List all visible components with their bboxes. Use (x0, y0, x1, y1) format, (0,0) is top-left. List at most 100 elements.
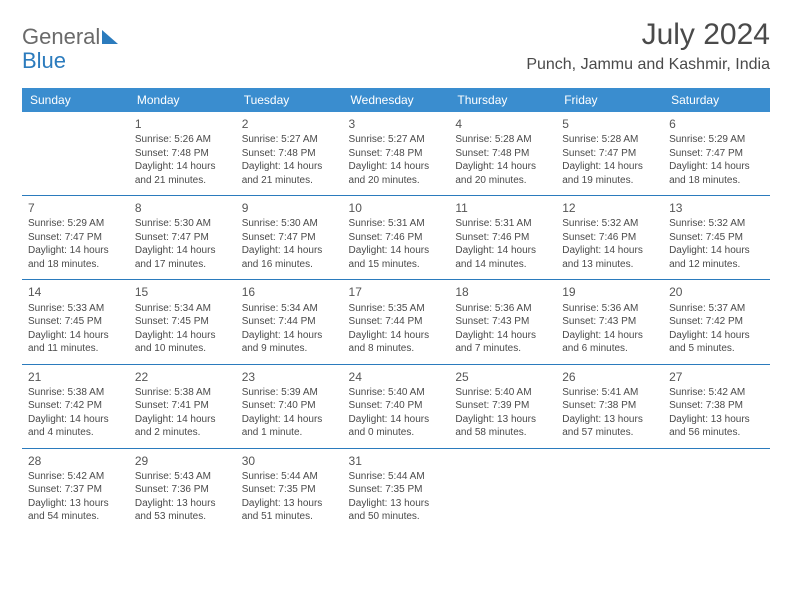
daylight-text-2: and 19 minutes. (562, 174, 657, 188)
brand-part1: General (22, 24, 100, 50)
day-number: 27 (669, 369, 764, 385)
calendar-day-cell (449, 448, 556, 532)
daylight-text: Daylight: 14 hours (135, 244, 230, 258)
daylight-text: Daylight: 14 hours (669, 244, 764, 258)
daylight-text-2: and 51 minutes. (242, 510, 337, 524)
month-title: July 2024 (526, 18, 770, 52)
sunset-text: Sunset: 7:35 PM (349, 483, 444, 497)
sunrise-text: Sunrise: 5:27 AM (242, 133, 337, 147)
daylight-text-2: and 16 minutes. (242, 258, 337, 272)
sunset-text: Sunset: 7:36 PM (135, 483, 230, 497)
day-number: 8 (135, 200, 230, 216)
sunset-text: Sunset: 7:45 PM (135, 315, 230, 329)
daylight-text-2: and 0 minutes. (349, 426, 444, 440)
sunset-text: Sunset: 7:43 PM (562, 315, 657, 329)
sunrise-text: Sunrise: 5:36 AM (562, 302, 657, 316)
calendar-day-cell: 9Sunrise: 5:30 AMSunset: 7:47 PMDaylight… (236, 196, 343, 280)
calendar-day-cell: 5Sunrise: 5:28 AMSunset: 7:47 PMDaylight… (556, 112, 663, 196)
sunset-text: Sunset: 7:39 PM (455, 399, 550, 413)
day-number: 25 (455, 369, 550, 385)
calendar-week-row: 7Sunrise: 5:29 AMSunset: 7:47 PMDaylight… (22, 196, 770, 280)
daylight-text-2: and 6 minutes. (562, 342, 657, 356)
calendar-day-cell: 13Sunrise: 5:32 AMSunset: 7:45 PMDayligh… (663, 196, 770, 280)
weekday-header: Tuesday (236, 88, 343, 112)
weekday-header: Thursday (449, 88, 556, 112)
day-number: 28 (28, 453, 123, 469)
sunrise-text: Sunrise: 5:44 AM (349, 470, 444, 484)
sunset-text: Sunset: 7:38 PM (562, 399, 657, 413)
sunset-text: Sunset: 7:47 PM (28, 231, 123, 245)
sunrise-text: Sunrise: 5:36 AM (455, 302, 550, 316)
calendar-day-cell: 14Sunrise: 5:33 AMSunset: 7:45 PMDayligh… (22, 280, 129, 364)
sunset-text: Sunset: 7:47 PM (135, 231, 230, 245)
day-number: 1 (135, 116, 230, 132)
calendar-day-cell: 22Sunrise: 5:38 AMSunset: 7:41 PMDayligh… (129, 364, 236, 448)
day-number: 2 (242, 116, 337, 132)
daylight-text-2: and 4 minutes. (28, 426, 123, 440)
day-number: 29 (135, 453, 230, 469)
sunrise-text: Sunrise: 5:31 AM (349, 217, 444, 231)
sunset-text: Sunset: 7:40 PM (349, 399, 444, 413)
calendar-day-cell: 29Sunrise: 5:43 AMSunset: 7:36 PMDayligh… (129, 448, 236, 532)
sunrise-text: Sunrise: 5:35 AM (349, 302, 444, 316)
sunrise-text: Sunrise: 5:38 AM (28, 386, 123, 400)
title-block: July 2024 Punch, Jammu and Kashmir, Indi… (526, 18, 770, 80)
daylight-text-2: and 20 minutes. (455, 174, 550, 188)
calendar-body: 1Sunrise: 5:26 AMSunset: 7:48 PMDaylight… (22, 112, 770, 532)
sunset-text: Sunset: 7:43 PM (455, 315, 550, 329)
calendar-week-row: 28Sunrise: 5:42 AMSunset: 7:37 PMDayligh… (22, 448, 770, 532)
daylight-text-2: and 8 minutes. (349, 342, 444, 356)
brand-part2: Blue (22, 48, 66, 73)
sunrise-text: Sunrise: 5:29 AM (28, 217, 123, 231)
daylight-text-2: and 7 minutes. (455, 342, 550, 356)
calendar-day-cell: 10Sunrise: 5:31 AMSunset: 7:46 PMDayligh… (343, 196, 450, 280)
calendar-page: General July 2024 Punch, Jammu and Kashm… (0, 0, 792, 532)
sunrise-text: Sunrise: 5:39 AM (242, 386, 337, 400)
daylight-text-2: and 2 minutes. (135, 426, 230, 440)
daylight-text-2: and 53 minutes. (135, 510, 230, 524)
daylight-text-2: and 18 minutes. (28, 258, 123, 272)
calendar-header-row: Sunday Monday Tuesday Wednesday Thursday… (22, 88, 770, 112)
daylight-text-2: and 54 minutes. (28, 510, 123, 524)
sunset-text: Sunset: 7:45 PM (669, 231, 764, 245)
day-number: 10 (349, 200, 444, 216)
daylight-text: Daylight: 14 hours (242, 329, 337, 343)
daylight-text: Daylight: 14 hours (28, 329, 123, 343)
sunset-text: Sunset: 7:35 PM (242, 483, 337, 497)
daylight-text: Daylight: 13 hours (669, 413, 764, 427)
sunrise-text: Sunrise: 5:32 AM (562, 217, 657, 231)
day-number: 17 (349, 284, 444, 300)
calendar-day-cell: 6Sunrise: 5:29 AMSunset: 7:47 PMDaylight… (663, 112, 770, 196)
weekday-header: Monday (129, 88, 236, 112)
daylight-text-2: and 21 minutes. (135, 174, 230, 188)
calendar-day-cell: 1Sunrise: 5:26 AMSunset: 7:48 PMDaylight… (129, 112, 236, 196)
calendar-day-cell: 7Sunrise: 5:29 AMSunset: 7:47 PMDaylight… (22, 196, 129, 280)
calendar-day-cell: 25Sunrise: 5:40 AMSunset: 7:39 PMDayligh… (449, 364, 556, 448)
day-number: 22 (135, 369, 230, 385)
day-number: 30 (242, 453, 337, 469)
weekday-header: Friday (556, 88, 663, 112)
calendar-day-cell: 19Sunrise: 5:36 AMSunset: 7:43 PMDayligh… (556, 280, 663, 364)
daylight-text: Daylight: 14 hours (349, 413, 444, 427)
calendar-week-row: 21Sunrise: 5:38 AMSunset: 7:42 PMDayligh… (22, 364, 770, 448)
sunrise-text: Sunrise: 5:33 AM (28, 302, 123, 316)
calendar-day-cell (663, 448, 770, 532)
daylight-text: Daylight: 14 hours (562, 160, 657, 174)
sunrise-text: Sunrise: 5:31 AM (455, 217, 550, 231)
sunrise-text: Sunrise: 5:28 AM (455, 133, 550, 147)
day-number: 13 (669, 200, 764, 216)
daylight-text: Daylight: 14 hours (455, 160, 550, 174)
daylight-text-2: and 21 minutes. (242, 174, 337, 188)
sunset-text: Sunset: 7:47 PM (669, 147, 764, 161)
daylight-text: Daylight: 14 hours (455, 244, 550, 258)
daylight-text: Daylight: 13 hours (349, 497, 444, 511)
calendar-day-cell: 30Sunrise: 5:44 AMSunset: 7:35 PMDayligh… (236, 448, 343, 532)
location-subtitle: Punch, Jammu and Kashmir, India (526, 56, 770, 74)
calendar-day-cell: 12Sunrise: 5:32 AMSunset: 7:46 PMDayligh… (556, 196, 663, 280)
daylight-text-2: and 57 minutes. (562, 426, 657, 440)
daylight-text: Daylight: 14 hours (349, 160, 444, 174)
daylight-text: Daylight: 14 hours (562, 244, 657, 258)
day-number: 18 (455, 284, 550, 300)
day-number: 21 (28, 369, 123, 385)
daylight-text-2: and 13 minutes. (562, 258, 657, 272)
